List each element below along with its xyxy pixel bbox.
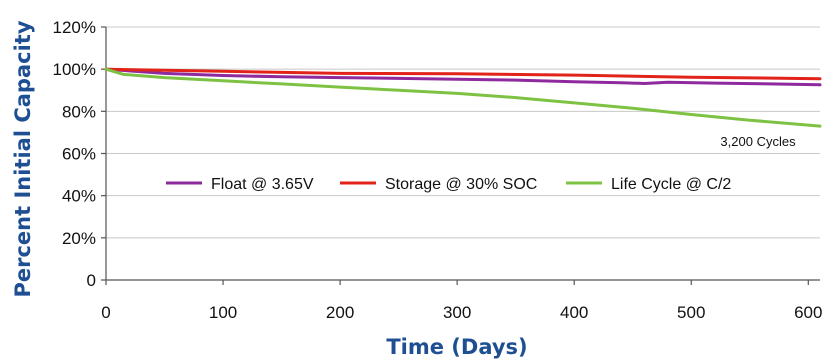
axis-layer <box>101 26 820 285</box>
x-tick-label-300: 300 <box>443 303 471 322</box>
series-line-float-3-65v <box>104 67 822 87</box>
series-line-storage-30-soc <box>104 67 822 81</box>
y-tick-label-0: 0 <box>87 271 96 290</box>
y-tick-label-40: 40% <box>62 187 96 206</box>
legend: Float @ 3.65V Storage @ 30% SOC Life Cyc… <box>166 176 731 193</box>
x-tick-label-600: 600 <box>794 303 822 322</box>
legend-label-float: Float @ 3.65V <box>211 176 314 193</box>
x-tick-label-0: 0 <box>101 303 110 322</box>
legend-label-lifecycle: Life Cycle @ C/2 <box>611 176 731 193</box>
x-tick-label-500: 500 <box>677 303 705 322</box>
grid-layer <box>106 26 820 239</box>
cycles-annotation: 3,200 Cycles <box>720 134 796 149</box>
tick-layer: 0 20% 40% 60% 80% 100% 120% 0 100 200 300 400 500 600 <box>53 18 823 322</box>
y-axis-title: Percent Initial Capacity <box>11 20 35 297</box>
series-layer <box>104 67 822 128</box>
y-tick-label-100: 100% <box>53 60 96 79</box>
y-tick-label-20: 20% <box>62 229 96 248</box>
x-tick-label-200: 200 <box>326 303 354 322</box>
series-line-life-cycle-c-2 <box>104 67 822 128</box>
y-tick-label-120: 120% <box>53 18 96 37</box>
x-tick-label-400: 400 <box>560 303 588 322</box>
x-tick-label-100: 100 <box>209 303 237 322</box>
y-tick-label-60: 60% <box>62 145 96 164</box>
legend-label-storage: Storage @ 30% SOC <box>385 176 537 193</box>
x-axis-title: Time (Days) <box>386 335 527 359</box>
y-tick-label-80: 80% <box>62 102 96 121</box>
